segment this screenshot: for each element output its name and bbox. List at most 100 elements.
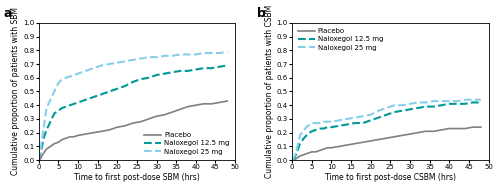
Naloxegol 25 mg [36, 159, 42, 161]
Placebo [324, 147, 330, 149]
Naloxegol 12.5 mg [193, 68, 199, 71]
Naloxegol 12.5 mg [305, 133, 311, 135]
Placebo [293, 158, 299, 160]
Naloxegol 12.5 mg [352, 122, 358, 124]
Legend: Placebo, Naloxegol 12.5 mg, Naloxegol 25 mg: Placebo, Naloxegol 12.5 mg, Naloxegol 25… [296, 26, 386, 53]
Placebo [146, 118, 152, 120]
Naloxegol 25 mg [138, 57, 144, 60]
Naloxegol 12.5 mg [422, 105, 428, 108]
Naloxegol 12.5 mg [328, 126, 334, 128]
Naloxegol 25 mg [42, 121, 48, 123]
Naloxegol 12.5 mg [44, 129, 50, 131]
Naloxegol 25 mg [38, 148, 44, 150]
Placebo [415, 132, 421, 134]
Naloxegol 25 mg [177, 53, 183, 56]
Naloxegol 12.5 mg [36, 159, 42, 161]
Naloxegol 25 mg [312, 122, 318, 124]
Placebo [75, 134, 81, 136]
Naloxegol 12.5 mg [40, 143, 46, 145]
Naloxegol 25 mg [422, 101, 428, 104]
Placebo [48, 145, 54, 148]
Naloxegol 25 mg [478, 99, 484, 101]
Naloxegol 25 mg [470, 99, 476, 101]
Naloxegol 25 mg [430, 100, 436, 102]
Placebo [42, 151, 48, 153]
Placebo [185, 105, 191, 108]
Naloxegol 12.5 mg [462, 103, 468, 105]
Placebo [52, 143, 58, 145]
Naloxegol 25 mg [170, 55, 175, 57]
Placebo [114, 126, 120, 128]
Line: Naloxegol 12.5 mg: Naloxegol 12.5 mg [38, 65, 228, 160]
Naloxegol 12.5 mg [384, 114, 390, 116]
Naloxegol 12.5 mg [52, 112, 58, 115]
Naloxegol 25 mg [98, 64, 104, 67]
Line: Naloxegol 12.5 mg: Naloxegol 12.5 mg [292, 102, 481, 160]
Placebo [106, 129, 112, 131]
Placebo [63, 137, 69, 139]
Placebo [384, 137, 390, 139]
Placebo [305, 152, 311, 154]
Naloxegol 12.5 mg [170, 71, 175, 73]
Placebo [454, 127, 460, 130]
Placebo [224, 100, 230, 102]
Naloxegol 25 mg [40, 134, 46, 136]
Placebo [130, 122, 136, 124]
Naloxegol 25 mg [224, 50, 230, 53]
Naloxegol 25 mg [392, 104, 398, 106]
Placebo [312, 151, 318, 153]
Naloxegol 25 mg [83, 70, 89, 72]
Naloxegol 25 mg [293, 151, 299, 153]
Naloxegol 25 mg [90, 67, 96, 69]
Naloxegol 25 mg [324, 121, 330, 123]
Naloxegol 12.5 mg [114, 88, 120, 90]
Naloxegol 25 mg [48, 99, 54, 101]
Naloxegol 25 mg [193, 53, 199, 56]
Naloxegol 12.5 mg [138, 78, 144, 80]
Placebo [162, 114, 168, 116]
Naloxegol 12.5 mg [130, 81, 136, 83]
Placebo [295, 156, 301, 159]
Naloxegol 25 mg [297, 134, 303, 136]
Naloxegol 25 mg [336, 119, 342, 122]
Naloxegol 12.5 mg [71, 103, 77, 105]
Naloxegol 12.5 mg [301, 137, 307, 139]
Naloxegol 12.5 mg [360, 122, 366, 124]
Naloxegol 12.5 mg [376, 116, 382, 119]
Placebo [193, 104, 199, 106]
Naloxegol 12.5 mg [59, 107, 65, 109]
Naloxegol 12.5 mg [399, 110, 405, 112]
Naloxegol 25 mg [130, 59, 136, 61]
Naloxegol 12.5 mg [200, 67, 206, 69]
Placebo [297, 155, 303, 157]
Naloxegol 25 mg [208, 52, 214, 54]
Naloxegol 25 mg [295, 143, 301, 145]
Y-axis label: Cumulative proportion of patients with CSBM: Cumulative proportion of patients with C… [265, 5, 274, 178]
Line: Naloxegol 25 mg: Naloxegol 25 mg [292, 100, 481, 160]
Naloxegol 25 mg [399, 104, 405, 106]
Placebo [216, 101, 222, 104]
Naloxegol 12.5 mg [368, 119, 374, 122]
Naloxegol 12.5 mg [154, 74, 160, 76]
Placebo [56, 141, 62, 143]
Placebo [344, 144, 350, 146]
Naloxegol 25 mg [384, 107, 390, 109]
Placebo [368, 140, 374, 142]
Naloxegol 12.5 mg [438, 104, 444, 106]
Naloxegol 12.5 mg [293, 153, 299, 156]
Naloxegol 12.5 mg [291, 158, 297, 160]
Text: b: b [257, 7, 266, 20]
Placebo [422, 130, 428, 132]
Naloxegol 25 mg [185, 53, 191, 56]
Naloxegol 12.5 mg [75, 101, 81, 104]
Placebo [360, 141, 366, 143]
Naloxegol 12.5 mg [208, 67, 214, 69]
Naloxegol 25 mg [320, 121, 326, 123]
Placebo [71, 136, 77, 138]
Naloxegol 12.5 mg [48, 121, 54, 123]
Naloxegol 12.5 mg [177, 70, 183, 72]
Placebo [83, 133, 89, 135]
Placebo [170, 111, 175, 113]
Naloxegol 12.5 mg [63, 105, 69, 108]
Naloxegol 25 mg [44, 107, 50, 109]
